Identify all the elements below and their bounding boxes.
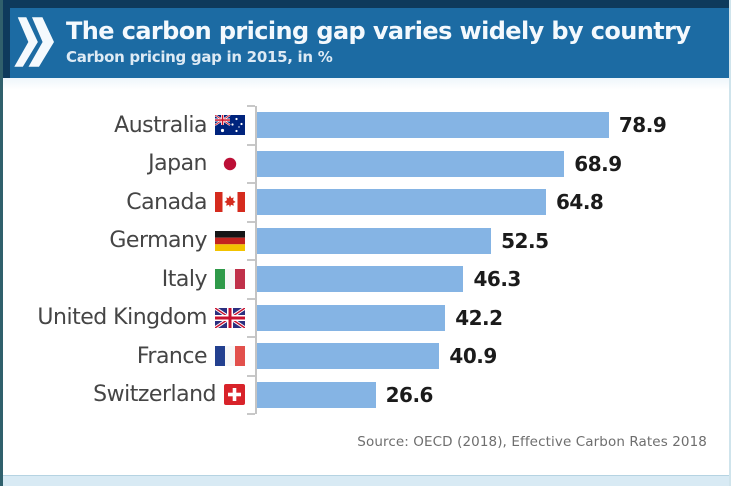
bar-row: France 40.9	[3, 336, 729, 376]
flag-france-icon	[215, 346, 245, 367]
bar-canada	[257, 189, 546, 216]
bar-france	[257, 343, 440, 370]
bar-germany	[257, 227, 492, 254]
bar-cell: 68.9	[247, 143, 729, 183]
country-label-cell: Switzerland	[3, 382, 255, 407]
bottom-strip	[3, 475, 729, 486]
bar-cell: 78.9	[247, 105, 729, 145]
flag-germany-icon	[215, 230, 245, 251]
country-label: Switzerland	[93, 382, 216, 408]
bar-row: Japan 68.9	[3, 143, 729, 183]
bar-value: 52.5	[501, 228, 549, 253]
country-label-cell: Canada	[3, 190, 255, 215]
bar-value: 68.9	[574, 151, 622, 176]
flag-united-kingdom-icon	[215, 307, 245, 328]
bar-chart: Australia 78.9 Japan 68.9 Canada 64.8 Germany 5…	[3, 90, 729, 450]
bar-value: 64.8	[556, 190, 604, 215]
double-chevron-right-icon	[14, 15, 54, 69]
country-label: Japan	[148, 151, 207, 177]
bar-row: Canada 64.8	[3, 182, 729, 222]
country-label-cell: Japan	[3, 151, 255, 176]
bar-cell: 46.3	[247, 259, 729, 299]
country-label-cell: United Kingdom	[3, 305, 255, 330]
bar-value: 26.6	[385, 382, 434, 407]
bar-row: Italy 46.3	[3, 259, 729, 299]
bar-value: 46.3	[473, 267, 521, 292]
bar-rows: Australia 78.9 Japan 68.9 Canada 64.8 Germany 5…	[3, 105, 729, 415]
bar-cell: 64.8	[247, 182, 729, 222]
bar-united-kingdom	[257, 304, 446, 331]
bar-row: Australia 78.9	[3, 105, 729, 145]
country-label-cell: Germany	[3, 228, 255, 253]
bar-value: 78.9	[618, 113, 667, 138]
bar-cell: 40.9	[247, 336, 729, 376]
bar-value: 42.2	[455, 305, 503, 330]
chart-subtitle: Carbon pricing gap in 2015, in %	[66, 47, 333, 66]
bar-cell: 52.5	[247, 220, 729, 260]
bar-row: United Kingdom 42.2	[3, 297, 729, 337]
chart-title: The carbon pricing gap varies widely by …	[66, 17, 691, 46]
country-label: Canada	[126, 189, 207, 215]
flag-italy-icon	[215, 269, 245, 290]
header-titles: The carbon pricing gap varies widely by …	[66, 17, 691, 66]
header-divider	[3, 78, 729, 90]
bar-japan	[257, 150, 565, 177]
flag-japan-icon	[215, 153, 245, 174]
country-label: Australia	[114, 112, 207, 138]
country-label-cell: Italy	[3, 267, 255, 292]
header-banner: The carbon pricing gap varies widely by …	[3, 0, 729, 78]
source-note: Source: OECD (2018), Effective Carbon Ra…	[357, 434, 707, 450]
country-label-cell: France	[3, 344, 255, 369]
bar-cell: 26.6	[247, 374, 729, 415]
bar-row: Switzerland 26.6	[3, 374, 729, 415]
flag-switzerland-icon	[224, 384, 245, 406]
bar-row: Germany 52.5	[3, 220, 729, 260]
country-label: Italy	[161, 266, 208, 292]
flag-australia-icon	[215, 115, 245, 136]
bar-switzerland	[257, 381, 376, 408]
flag-canada-icon	[215, 192, 245, 213]
country-label: United Kingdom	[37, 305, 207, 331]
country-label: Germany	[109, 228, 207, 254]
bar-australia	[257, 112, 609, 139]
bar-italy	[257, 266, 464, 293]
bar-value: 40.9	[449, 344, 497, 369]
country-label: France	[136, 343, 208, 369]
bar-cell: 42.2	[247, 297, 729, 337]
country-label-cell: Australia	[3, 113, 255, 138]
